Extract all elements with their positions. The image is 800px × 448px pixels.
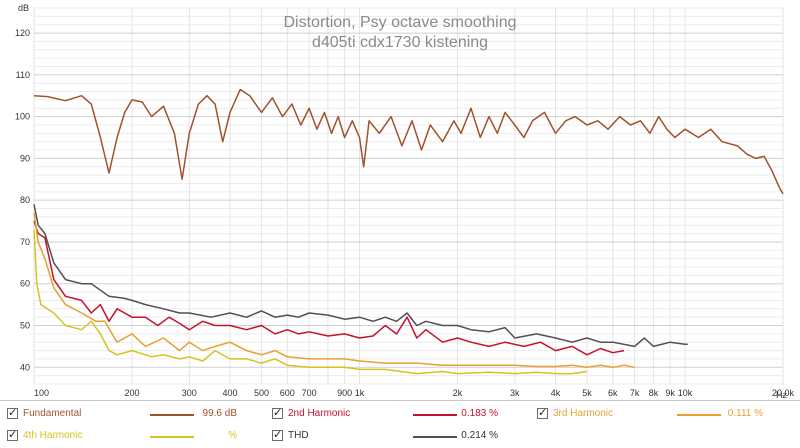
check-mark-icon: ✓ [273,428,283,441]
y-tick-labels: 40 50 60 70 80 90 100 110 120 [15,28,30,372]
series-swatch [150,414,194,416]
y-tick-label: 120 [15,28,30,38]
legend-panel: ✓ Fundamental 99.6 dB ✓ 2nd Harmonic 0.1… [0,400,800,448]
x-tick-label: 20.0k [772,388,795,398]
fundamental-checkbox[interactable]: ✓ [7,406,18,419]
chart-title: Distortion, Psy octave smoothing [284,14,517,31]
series-lines [33,88,784,375]
legend-item-4th-harmonic[interactable]: ✓ 4th Harmonic % [7,427,272,445]
y-tick-label: 70 [20,237,30,247]
series-line-4th-harmonic [33,229,588,375]
distortion-chart: Distortion, Psy octave smoothing d405ti … [15,3,795,400]
x-tick-label: 2k [453,388,463,398]
check-mark-icon: ✓ [273,406,283,419]
x-tick-labels: 100 200 300 400 500 600 700 900 1k 2k 3k 4k 5k 6k 7k 8k… [34,388,795,398]
y-tick-label: 40 [20,362,30,372]
y-tick-label: 50 [20,321,30,331]
x-tick-label: 8k [649,388,659,398]
y-axis-unit: dB [18,3,29,13]
x-tick-label: 9k [665,388,675,398]
x-tick-label: 900 [337,388,352,398]
4th-harmonic-checkbox[interactable]: ✓ [7,428,18,441]
x-tick-label: 3k [510,388,520,398]
plot-area [33,7,784,385]
grid-lines [33,7,784,385]
x-tick-label: 6k [608,388,618,398]
series-line-thd [33,204,688,348]
series-swatch [413,436,457,438]
x-tick-label: 300 [182,388,197,398]
check-mark-icon: ✓ [8,406,18,419]
series-line-3rd-harmonic [33,212,635,369]
legend-label: 2nd Harmonic [288,408,351,419]
x-tick-label: 500 [254,388,269,398]
x-tick-label: 400 [222,388,237,398]
thd-checkbox[interactable]: ✓ [272,428,283,441]
legend-item-fundamental[interactable]: ✓ Fundamental 99.6 dB [7,405,272,423]
y-tick-label: 80 [20,195,30,205]
series-line-fundamental [33,88,784,195]
y-tick-label: 60 [20,279,30,289]
x-tick-label: 10k [678,388,693,398]
x-tick-label: 600 [280,388,295,398]
series-swatch [413,414,457,416]
x-tick-label: 200 [124,388,139,398]
legend-value: 0.183 % [461,408,498,419]
y-tick-label: 100 [15,112,30,122]
check-mark-icon: ✓ [538,406,548,419]
y-tick-label: 110 [16,70,30,80]
legend-item-thd[interactable]: ✓ THD 0.214 % [272,427,537,445]
x-tick-label: 7k [630,388,640,398]
legend-value: 99.6 dB [202,408,237,419]
legend-value: 0.214 % [461,430,498,441]
y-tick-label: 90 [20,153,30,163]
x-tick-label: 5k [582,388,592,398]
chart-subtitle: d405ti cdx1730 kistening [312,34,488,51]
x-tick-label: 4k [551,388,561,398]
legend-item-3rd-harmonic[interactable]: ✓ 3rd Harmonic 0.111 % [537,405,797,423]
legend-label: 4th Harmonic [23,430,83,441]
plot-frame [33,7,784,385]
series-line-2nd-harmonic [33,220,625,356]
2nd-harmonic-checkbox[interactable]: ✓ [272,406,283,419]
legend-value: 0.111 % [727,408,763,419]
legend-value: % [228,430,237,441]
legend-label: Fundamental [23,408,82,419]
x-tick-label: 100 [34,388,49,398]
series-swatch [677,414,721,416]
legend-label: THD [288,430,309,441]
series-swatch [150,436,194,438]
legend-label: 3rd Harmonic [553,408,614,419]
x-tick-label: 700 [302,388,317,398]
check-mark-icon: ✓ [8,428,18,441]
x-axis-unit: Hz [776,390,787,400]
3rd-harmonic-checkbox[interactable]: ✓ [537,406,548,419]
x-tick-label: 1k [355,388,365,398]
legend-item-2nd-harmonic[interactable]: ✓ 2nd Harmonic 0.183 % [272,405,537,423]
